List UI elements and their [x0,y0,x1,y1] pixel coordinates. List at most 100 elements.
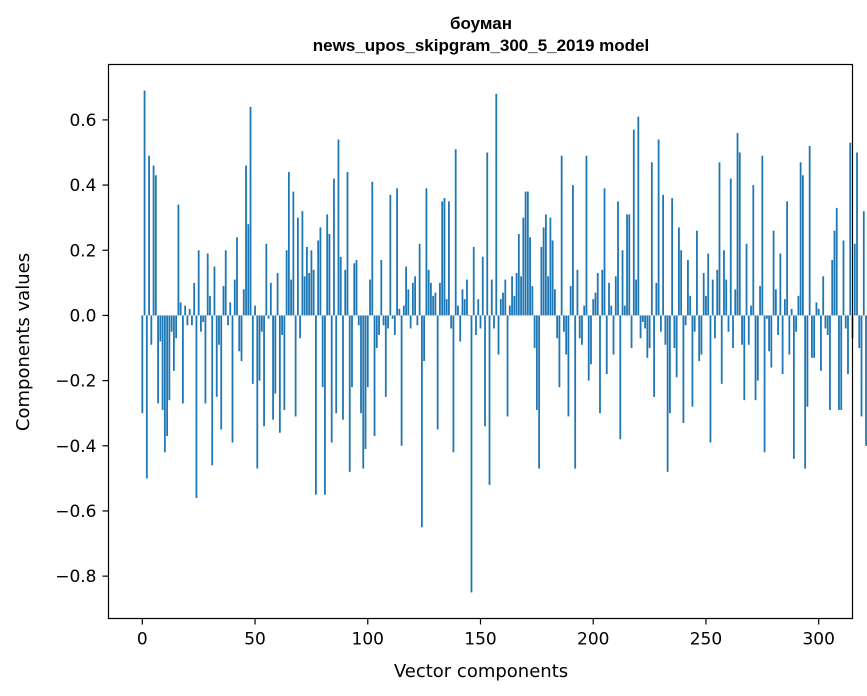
bar-component-181 [549,217,552,316]
bar-component-14 [172,315,175,371]
bar-component-76 [312,269,315,316]
bar-component-117 [405,266,407,316]
bar-component-292 [799,162,802,316]
bar-component-167 [517,233,520,316]
bar-component-53 [260,315,263,332]
bar-component-157 [495,93,498,316]
bar-component-86 [335,315,338,414]
bar-component-203 [599,315,601,414]
bar-component-199 [590,315,592,365]
bar-component-101 [369,279,371,316]
bar-component-304 [826,315,829,335]
bar-component-243 [689,295,692,316]
bar-component-255 [716,269,719,316]
bar-component-294 [804,315,807,469]
bar-component-1 [143,90,146,316]
bar-component-13 [170,315,173,332]
bar-component-206 [605,315,608,375]
bar-component-282 [777,315,779,335]
bar-component-52 [258,315,261,381]
bar-component-36 [222,286,225,316]
bar-component-153 [486,152,489,316]
bar-component-92 [348,315,351,472]
bar-component-89 [342,315,344,420]
bar-component-200 [592,299,595,316]
y-tick-label: 0.4 [69,176,96,196]
bar-component-160 [502,292,504,316]
bar-component-26 [200,315,202,332]
bar-component-232 [664,315,667,345]
bar-component-163 [508,305,511,316]
bar-component-142 [461,289,464,316]
bar-component-109 [387,315,389,329]
bar-component-4 [150,315,153,345]
bar-component-95 [355,260,358,316]
bar-component-145 [468,315,471,317]
bar-component-75 [310,250,313,316]
bar-component-218 [632,129,635,316]
bar-component-273 [756,315,759,381]
bar-component-314 [849,142,852,316]
bar-component-84 [330,315,333,443]
bar-component-136 [448,201,450,316]
bar-component-254 [714,315,716,339]
bar-component-279 [770,315,773,368]
bar-component-231 [662,194,665,316]
bar-component-313 [847,315,849,375]
y-tick-label: −0.8 [55,567,96,587]
bar-component-300 [817,308,820,316]
bar-component-168 [520,276,522,316]
bar-component-9 [161,315,164,410]
bar-component-290 [795,315,798,332]
y-axis-label: Components values [13,253,34,431]
bar-component-191 [572,185,574,316]
bar-component-122 [416,315,419,326]
bar-component-15 [175,315,178,339]
bar-component-275 [761,155,764,316]
bar-component-259 [725,279,728,316]
bar-component-267 [743,315,746,401]
bar-component-230 [659,315,662,332]
bar-component-42 [236,237,238,316]
bar-component-17 [179,302,182,316]
bar-component-144 [466,279,468,316]
bar-component-114 [398,308,401,316]
bar-component-125 [423,315,426,362]
bar-component-35 [220,315,223,430]
bar-component-277 [765,315,768,319]
bar-component-175 [535,315,538,410]
bar-component-170 [524,191,527,316]
bar-component-179 [544,214,547,316]
bar-component-149 [477,299,480,316]
bar-component-27 [202,315,205,322]
bar-component-257 [720,315,723,384]
bar-component-18 [182,315,184,404]
bar-component-154 [488,315,491,485]
y-tick-label: 0.6 [69,111,96,131]
x-tick-label: 150 [464,630,496,650]
bar-component-90 [344,269,347,316]
bar-component-127 [427,269,430,316]
x-axis-label: Vector components [394,661,568,682]
bar-component-87 [337,139,340,316]
y-tick-label: −0.2 [55,372,96,392]
bars-group [141,90,867,593]
bar-component-135 [445,299,448,316]
bar-component-180 [547,276,550,316]
bar-component-162 [506,315,509,417]
bar-component-306 [831,260,834,316]
bar-component-47 [247,224,250,316]
x-tick-label: 250 [690,630,722,650]
bar-component-129 [432,295,435,316]
bar-component-37 [224,250,227,316]
bar-component-312 [844,315,847,329]
bar-component-318 [858,315,861,349]
bar-component-78 [317,240,320,316]
bar-component-205 [603,188,606,316]
bar-component-246 [696,230,698,316]
bar-component-159 [499,299,502,316]
bar-component-237 [675,315,678,378]
bar-component-12 [168,315,171,401]
bar-component-194 [578,315,581,339]
bar-component-183 [554,289,556,316]
